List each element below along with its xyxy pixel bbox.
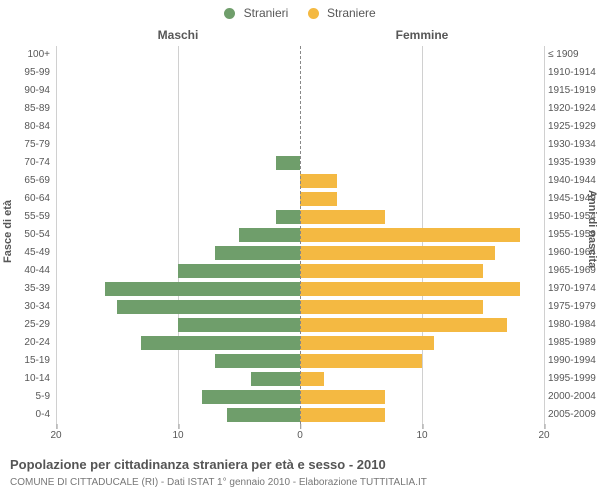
age-label: 0-4 bbox=[0, 406, 52, 424]
age-label: 55-59 bbox=[0, 208, 52, 226]
age-label: 65-69 bbox=[0, 172, 52, 190]
age-label: 35-39 bbox=[0, 280, 52, 298]
age-label: 30-34 bbox=[0, 298, 52, 316]
male-bar bbox=[117, 300, 300, 314]
birth-year-label: 1920-1924 bbox=[546, 100, 600, 118]
birth-year-label: 1935-1939 bbox=[546, 154, 600, 172]
age-label: 70-74 bbox=[0, 154, 52, 172]
age-label: 85-89 bbox=[0, 100, 52, 118]
male-bar bbox=[239, 228, 300, 242]
birth-year-label: 1910-1914 bbox=[546, 64, 600, 82]
female-bar bbox=[300, 282, 520, 296]
male-bar bbox=[178, 264, 300, 278]
legend-swatch-male bbox=[224, 8, 235, 19]
male-bar bbox=[227, 408, 300, 422]
center-axis-line bbox=[300, 46, 301, 424]
birth-year-label: 1995-1999 bbox=[546, 370, 600, 388]
birth-year-label: 1955-1959 bbox=[546, 226, 600, 244]
birth-year-label: 1940-1944 bbox=[546, 172, 600, 190]
male-bar bbox=[215, 246, 300, 260]
female-bar bbox=[300, 408, 385, 422]
gridline bbox=[178, 46, 179, 424]
legend-item-male: Stranieri bbox=[224, 6, 288, 20]
age-label: 45-49 bbox=[0, 244, 52, 262]
age-label: 20-24 bbox=[0, 334, 52, 352]
age-label: 90-94 bbox=[0, 82, 52, 100]
female-bar bbox=[300, 174, 337, 188]
age-label: 95-99 bbox=[0, 64, 52, 82]
age-label: 100+ bbox=[0, 46, 52, 64]
birth-year-label: 1965-1969 bbox=[546, 262, 600, 280]
birth-year-labels: ≤ 19091910-19141915-19191920-19241925-19… bbox=[546, 46, 600, 424]
age-label: 75-79 bbox=[0, 136, 52, 154]
x-tick-label: 20 bbox=[538, 430, 549, 441]
birth-year-label: 1925-1929 bbox=[546, 118, 600, 136]
age-label: 40-44 bbox=[0, 262, 52, 280]
male-bar bbox=[251, 372, 300, 386]
legend-swatch-female bbox=[308, 8, 319, 19]
gridline bbox=[544, 46, 545, 424]
birth-year-label: 2005-2009 bbox=[546, 406, 600, 424]
female-bar bbox=[300, 228, 520, 242]
birth-year-label: 1930-1934 bbox=[546, 136, 600, 154]
age-label: 15-19 bbox=[0, 352, 52, 370]
female-bar bbox=[300, 318, 507, 332]
birth-year-label: 1945-1949 bbox=[546, 190, 600, 208]
chart-area: Maschi Femmine bbox=[56, 28, 544, 424]
x-tick-label: 0 bbox=[297, 430, 303, 441]
female-bar bbox=[300, 372, 324, 386]
birth-year-label: 1915-1919 bbox=[546, 82, 600, 100]
chart-title: Popolazione per cittadinanza straniera p… bbox=[10, 457, 386, 472]
female-bar bbox=[300, 192, 337, 206]
male-bar bbox=[141, 336, 300, 350]
female-bar bbox=[300, 210, 385, 224]
female-bar bbox=[300, 390, 385, 404]
birth-year-label: 1975-1979 bbox=[546, 298, 600, 316]
female-bar bbox=[300, 354, 422, 368]
male-bar bbox=[202, 390, 300, 404]
birth-year-label: 2000-2004 bbox=[546, 388, 600, 406]
birth-year-label: 1990-1994 bbox=[546, 352, 600, 370]
birth-year-label: 1950-1954 bbox=[546, 208, 600, 226]
x-tick-label: 10 bbox=[172, 430, 183, 441]
x-tick-label: 20 bbox=[50, 430, 61, 441]
female-bar bbox=[300, 336, 434, 350]
male-header: Maschi bbox=[56, 28, 300, 46]
age-label: 60-64 bbox=[0, 190, 52, 208]
female-header: Femmine bbox=[300, 28, 544, 46]
gridline bbox=[56, 46, 57, 424]
header-row: Maschi Femmine bbox=[56, 28, 544, 46]
age-label: 50-54 bbox=[0, 226, 52, 244]
birth-year-label: ≤ 1909 bbox=[546, 46, 600, 64]
male-bar bbox=[105, 282, 300, 296]
age-label: 10-14 bbox=[0, 370, 52, 388]
age-labels: 100+95-9990-9485-8980-8475-7970-7465-696… bbox=[0, 46, 52, 424]
female-bar bbox=[300, 264, 483, 278]
chart-source: COMUNE DI CITTADUCALE (RI) - Dati ISTAT … bbox=[10, 477, 427, 488]
x-axis: 201001020 bbox=[56, 424, 544, 444]
female-bar bbox=[300, 300, 483, 314]
female-bar bbox=[300, 246, 495, 260]
legend-label-female: Straniere bbox=[327, 6, 376, 20]
age-label: 80-84 bbox=[0, 118, 52, 136]
age-label: 5-9 bbox=[0, 388, 52, 406]
male-bar bbox=[215, 354, 300, 368]
birth-year-label: 1985-1989 bbox=[546, 334, 600, 352]
pyramid-chart: Stranieri Straniere Fasce di età Anni di… bbox=[0, 0, 600, 500]
male-bar bbox=[178, 318, 300, 332]
legend: Stranieri Straniere bbox=[0, 6, 600, 20]
age-label: 25-29 bbox=[0, 316, 52, 334]
birth-year-label: 1960-1964 bbox=[546, 244, 600, 262]
legend-label-male: Stranieri bbox=[244, 6, 289, 20]
legend-item-female: Straniere bbox=[308, 6, 376, 20]
birth-year-label: 1970-1974 bbox=[546, 280, 600, 298]
birth-year-label: 1980-1984 bbox=[546, 316, 600, 334]
male-bar bbox=[276, 210, 300, 224]
x-tick-label: 10 bbox=[416, 430, 427, 441]
male-bar bbox=[276, 156, 300, 170]
